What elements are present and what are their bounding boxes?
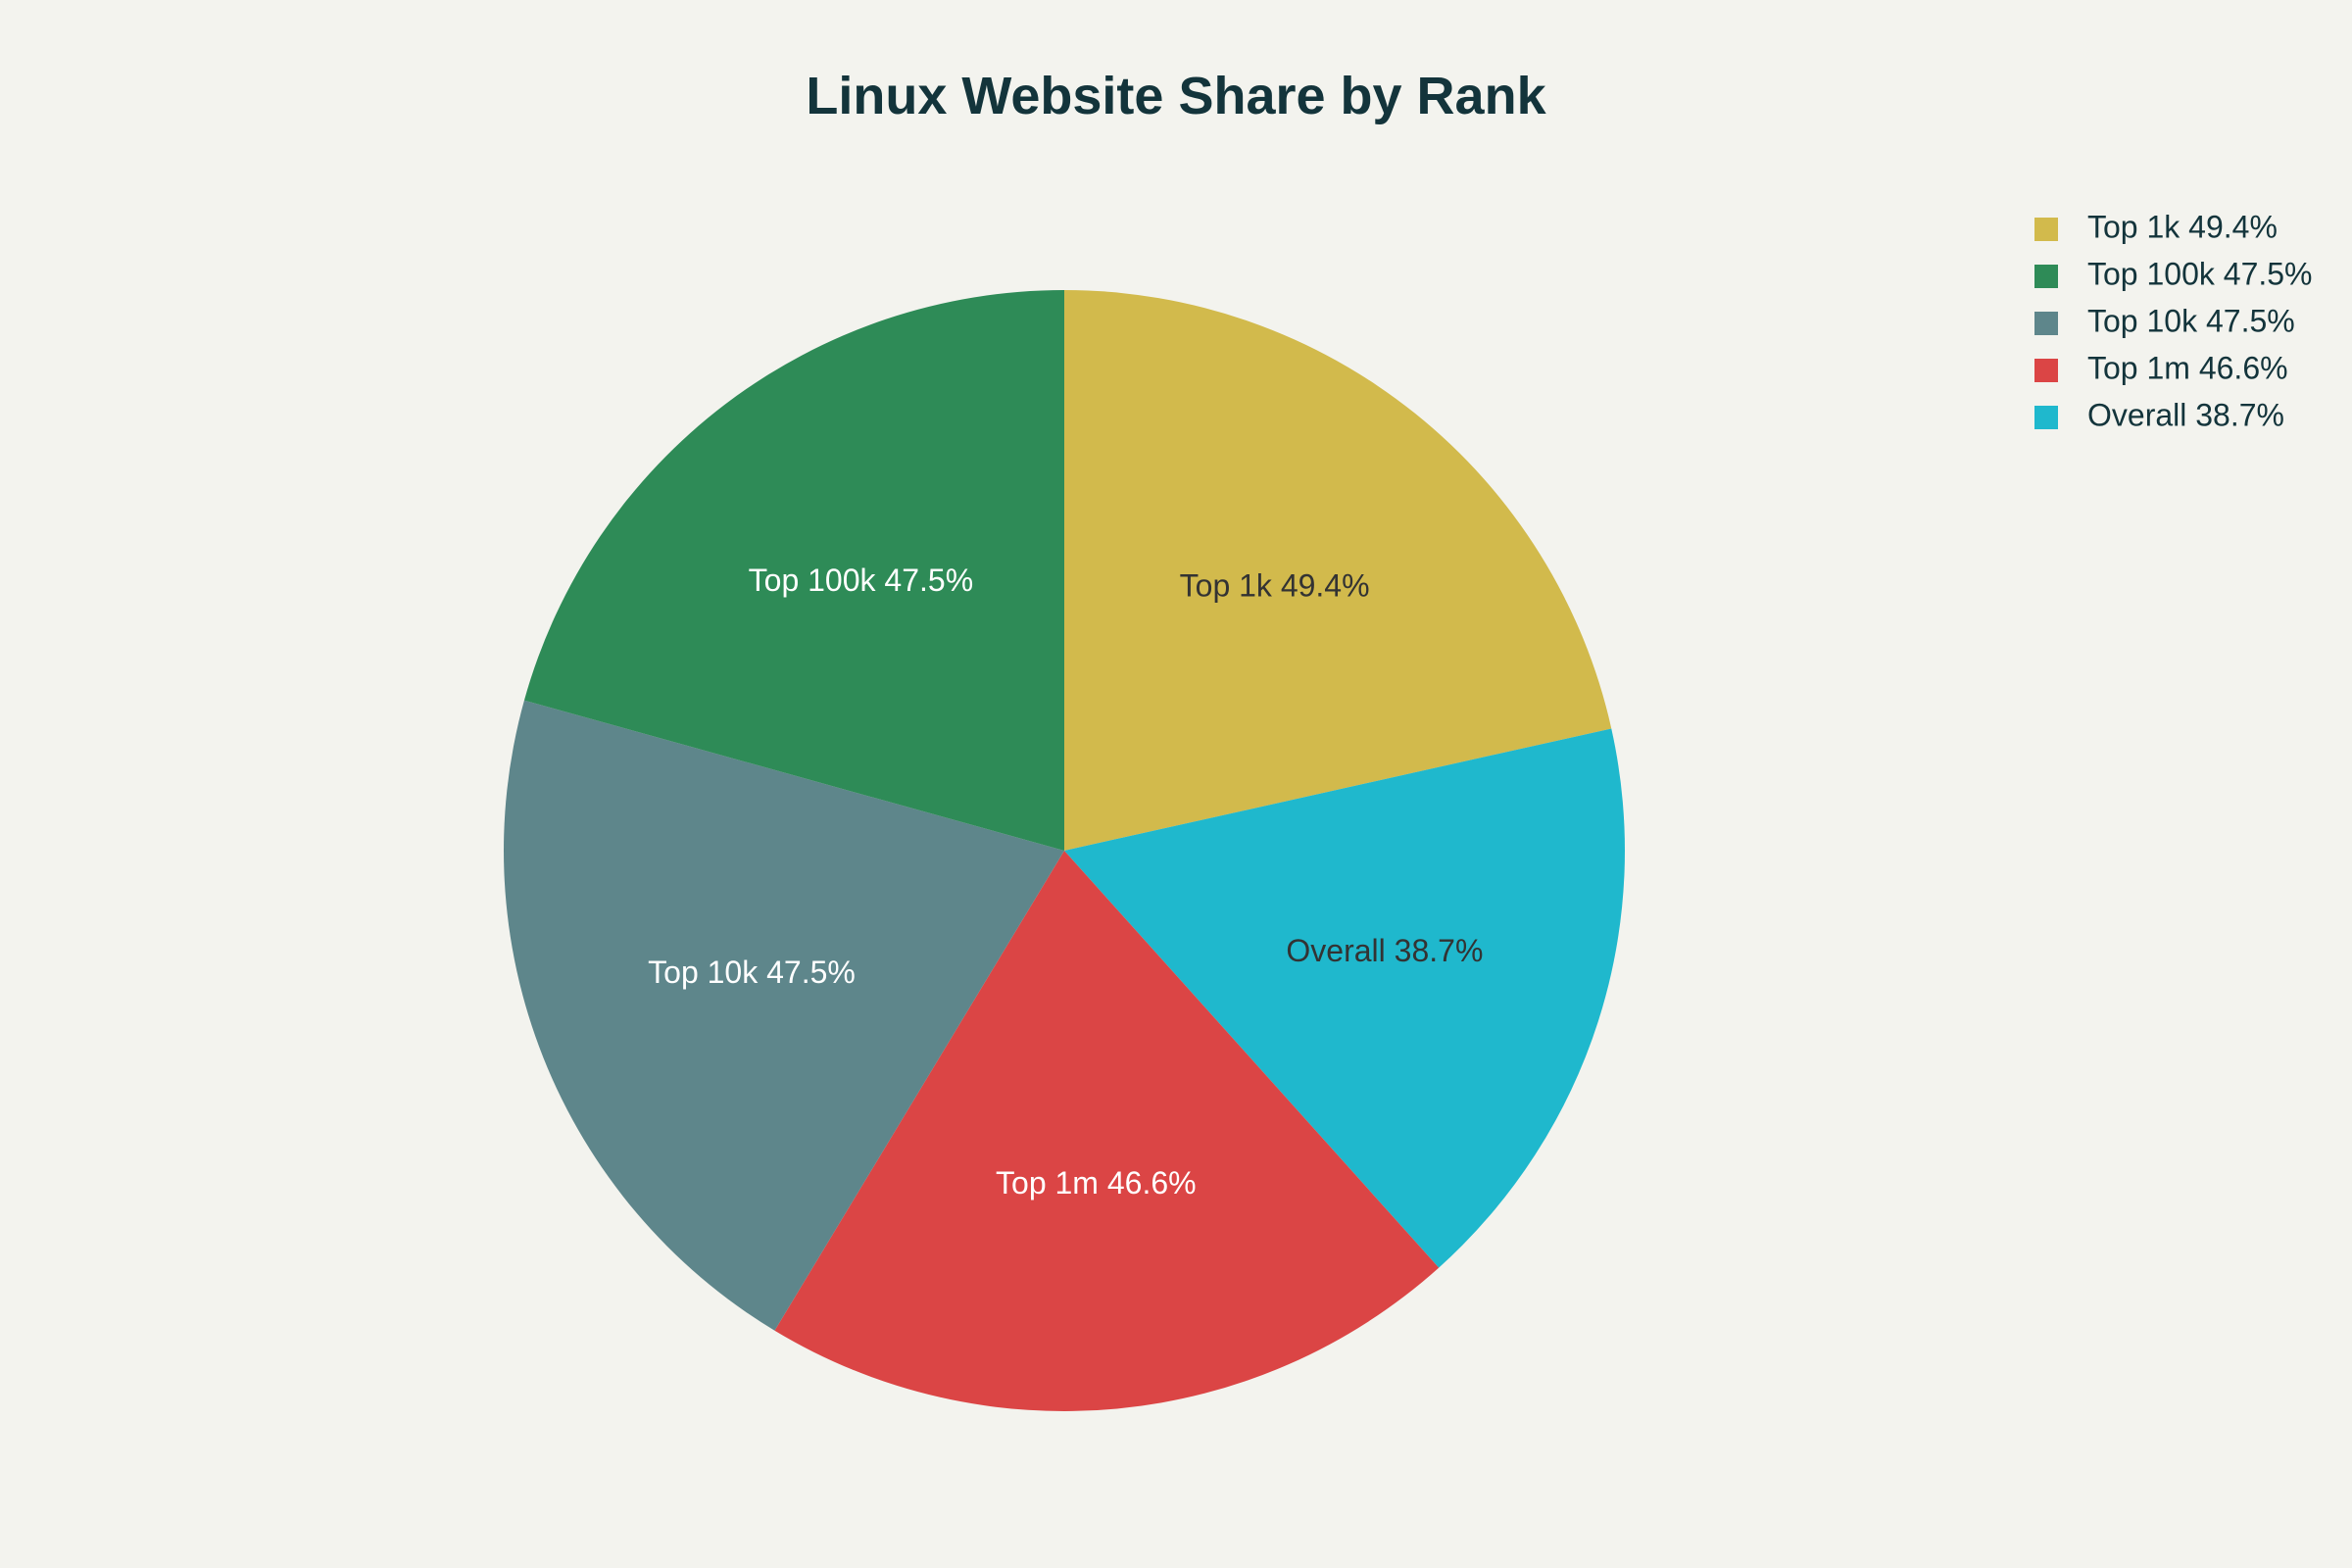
slice-label-top-1m-46-6: Top 1m 46.6% [996, 1165, 1197, 1200]
slice-label-overall-38-7: Overall 38.7% [1286, 933, 1483, 968]
legend-label-top-10k-47-5: Top 10k 47.5% [2087, 303, 2295, 338]
legend-swatch-overall-38-7 [2034, 406, 2058, 429]
pie-slice-top-10k-47-5[interactable] [504, 700, 1064, 1331]
legend-item-overall-38-7[interactable]: Overall 38.7% [2034, 397, 2284, 432]
pie-slice-top-100k-47-5[interactable] [523, 290, 1064, 851]
legend: Top 1k 49.4% Top 100k 47.5% Top 10k 47.5% T… [2034, 209, 2313, 432]
legend-item-top-10k-47-5[interactable]: Top 10k 47.5% [2034, 303, 2295, 338]
pie-slice-top-1m-46-6[interactable] [774, 851, 1440, 1411]
legend-label-overall-38-7: Overall 38.7% [2087, 397, 2284, 432]
pie-slice-top-1k-49-4[interactable] [1064, 290, 1612, 851]
slice-labels: Top 1k 49.4% Overall 38.7% Top 1m 46.6% Top… [648, 563, 1483, 1200]
legend-label-top-1m-46-6: Top 1m 46.6% [2087, 350, 2288, 385]
pie-slices [504, 290, 1625, 1411]
legend-item-top-100k-47-5[interactable]: Top 100k 47.5% [2034, 256, 2313, 291]
pie-slice-overall-38-7[interactable] [1064, 728, 1625, 1268]
legend-swatch-top-1m-46-6 [2034, 359, 2058, 382]
legend-item-top-1k-49-4[interactable]: Top 1k 49.4% [2034, 209, 2278, 244]
slice-label-top-1k-49-4: Top 1k 49.4% [1180, 568, 1370, 604]
legend-item-top-1m-46-6[interactable]: Top 1m 46.6% [2034, 350, 2288, 385]
legend-swatch-top-10k-47-5 [2034, 312, 2058, 335]
legend-swatch-top-100k-47-5 [2034, 265, 2058, 288]
legend-label-top-100k-47-5: Top 100k 47.5% [2087, 256, 2313, 291]
slice-label-top-100k-47-5: Top 100k 47.5% [749, 563, 974, 598]
legend-swatch-top-1k-49-4 [2034, 218, 2058, 241]
chart-title: Linux Website Share by Rank [806, 67, 1546, 125]
slice-label-top-10k-47-5: Top 10k 47.5% [648, 955, 856, 990]
legend-label-top-1k-49-4: Top 1k 49.4% [2087, 209, 2278, 244]
